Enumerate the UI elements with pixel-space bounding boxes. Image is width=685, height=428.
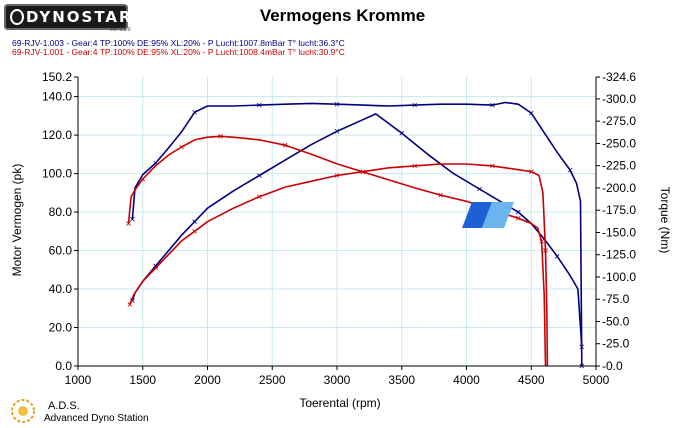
y2-tick-label: -50.0 bbox=[602, 314, 630, 328]
series-point bbox=[192, 219, 197, 224]
x-tick-label: 2000 bbox=[194, 373, 221, 387]
x-axis-label: Toerental (rpm) bbox=[299, 396, 380, 410]
x-tick-label: 4500 bbox=[518, 373, 545, 387]
y2-tick-label: -0.0 bbox=[602, 359, 623, 373]
y2-tick-label: -150.0 bbox=[602, 225, 636, 239]
axes: 1000 1500 2000 2500 3000 3500 4000 4500 5000 0.0 2… bbox=[42, 70, 636, 387]
x-tick-label: 1500 bbox=[129, 373, 156, 387]
x-tick-label: 3500 bbox=[388, 373, 415, 387]
series-point bbox=[257, 102, 262, 108]
series-point bbox=[528, 169, 534, 174]
axis-labels: Toerental (rpm) Motor Vermogen (pk) Torq… bbox=[10, 164, 672, 410]
series-point bbox=[130, 216, 135, 222]
series-point bbox=[539, 239, 544, 244]
run-info-2: 69-RJV-1.001 - Gear:4 TP:100% DE:95% XL:… bbox=[12, 47, 345, 57]
y-tick-label: 80.0 bbox=[49, 205, 73, 219]
ads-logo-icon bbox=[11, 399, 35, 423]
y-tick-label: 40.0 bbox=[49, 282, 73, 296]
x-tick-label: 3000 bbox=[324, 373, 351, 387]
y2-tick-label: -225.0 bbox=[602, 159, 636, 173]
series-point bbox=[153, 265, 158, 271]
series-point bbox=[192, 229, 197, 234]
y2-tick-label: -324.6 bbox=[602, 70, 636, 84]
ads-full-name: Advanced Dyno Station bbox=[44, 413, 149, 424]
series-point bbox=[192, 109, 197, 115]
x-tick-label: 1000 bbox=[65, 373, 92, 387]
series-point bbox=[412, 163, 417, 169]
y-tick-label: 120.0 bbox=[42, 128, 72, 142]
series-line-1-power bbox=[131, 113, 583, 347]
series-point bbox=[412, 102, 417, 108]
y2-tick-label: -300.0 bbox=[602, 92, 636, 106]
y2-tick-label: -25.0 bbox=[602, 337, 630, 351]
y-axis-label: Motor Vermogen (pk) bbox=[10, 164, 24, 277]
series-point bbox=[334, 128, 340, 134]
ads-name: A.D.S. bbox=[48, 400, 80, 412]
logo-version: ver. 3.5.0 bbox=[110, 27, 131, 33]
y-tick-label: 0.0 bbox=[55, 359, 72, 373]
watermark-icon bbox=[462, 202, 514, 228]
y-tick-label: 150.2 bbox=[42, 70, 72, 84]
x-tick-label: 5000 bbox=[583, 373, 610, 387]
series-point bbox=[438, 192, 443, 198]
dynostar-logo: DYNOSTAR bbox=[4, 4, 131, 30]
y2-tick-label: -100.0 bbox=[602, 270, 636, 284]
series-point bbox=[140, 176, 146, 182]
series-point bbox=[516, 215, 521, 221]
series-point bbox=[257, 173, 262, 178]
series-line-3-power bbox=[129, 163, 549, 367]
chart-title: Vermogens Kromme bbox=[259, 6, 426, 25]
series-point bbox=[334, 101, 340, 107]
series-point bbox=[490, 102, 495, 108]
x-tick-label: 4000 bbox=[453, 373, 480, 387]
y2-tick-label: -75.0 bbox=[602, 292, 630, 306]
series-point bbox=[282, 142, 288, 148]
y2-axis-label: Torque (Nm) bbox=[658, 187, 672, 254]
grid bbox=[77, 77, 597, 366]
series-point bbox=[477, 186, 482, 192]
series-layer bbox=[126, 101, 585, 369]
series-point bbox=[127, 302, 133, 307]
y-tick-label: 140.0 bbox=[42, 90, 72, 104]
series-line-4-torque bbox=[127, 135, 547, 367]
series-point bbox=[516, 209, 521, 215]
y2-tick-label: -125.0 bbox=[602, 248, 636, 262]
x-tick-label: 2500 bbox=[259, 373, 286, 387]
y2-tick-label: -275.0 bbox=[602, 114, 636, 128]
y-tick-label: 20.0 bbox=[49, 321, 73, 335]
y2-tick-label: -200.0 bbox=[602, 181, 636, 195]
run-info-1: 69-RJV-1.003 - Gear:4 TP:100% DE:95% XL:… bbox=[12, 38, 345, 48]
y-tick-label: 100.0 bbox=[42, 167, 72, 181]
logo-ring-icon bbox=[10, 9, 24, 25]
series-point bbox=[257, 194, 262, 199]
series-point bbox=[543, 248, 548, 253]
series-point bbox=[567, 167, 573, 173]
series-point bbox=[554, 254, 560, 259]
y2-tick-label: -175.0 bbox=[602, 203, 636, 217]
series-point bbox=[218, 134, 223, 139]
series-point bbox=[334, 173, 340, 178]
series-point bbox=[528, 110, 534, 116]
series-point bbox=[360, 169, 366, 175]
series-point bbox=[490, 163, 495, 169]
series-point bbox=[179, 144, 184, 150]
y-tick-label: 60.0 bbox=[49, 244, 73, 258]
y2-tick-label: -250.0 bbox=[602, 136, 636, 150]
series-point bbox=[126, 221, 131, 226]
series-line-2-torque bbox=[131, 101, 583, 367]
series-point bbox=[399, 130, 405, 136]
logo-text: DYNOSTAR bbox=[26, 8, 133, 26]
